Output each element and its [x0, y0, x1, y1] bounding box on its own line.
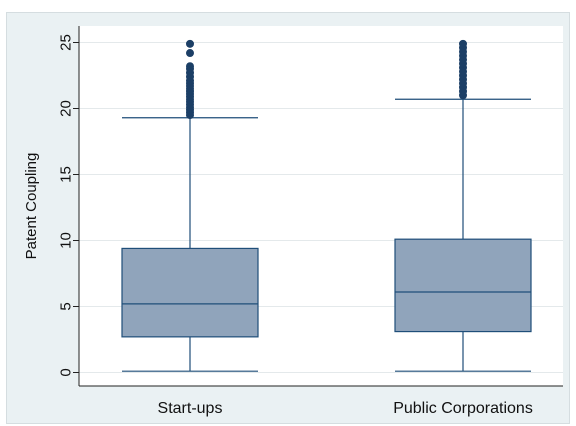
box-iqr: [121, 247, 259, 338]
x-category-label: Public Corporations: [393, 400, 533, 417]
y-axis: 0 5 10 15 20 25: [57, 26, 80, 386]
y-tick-label: 0: [57, 368, 74, 376]
y-axis-title: Patent Coupling: [23, 153, 40, 260]
outlier-point: [186, 39, 194, 48]
box-group: [394, 39, 532, 372]
y-tick-label: 10: [57, 232, 74, 249]
box-group: [121, 39, 259, 372]
y-tick-label: 20: [57, 100, 74, 117]
y-tick-label: 5: [57, 302, 74, 310]
outlier-point: [459, 39, 467, 48]
y-tick-label: 25: [57, 34, 74, 51]
box-series: [121, 39, 532, 372]
outlier-point: [186, 49, 194, 58]
x-axis: Start-ups Public Corporations: [79, 385, 563, 417]
outlier-point: [186, 62, 194, 71]
y-tick-label: 15: [57, 166, 74, 183]
box-iqr: [394, 238, 532, 333]
x-category-label: Start-ups: [158, 400, 223, 417]
